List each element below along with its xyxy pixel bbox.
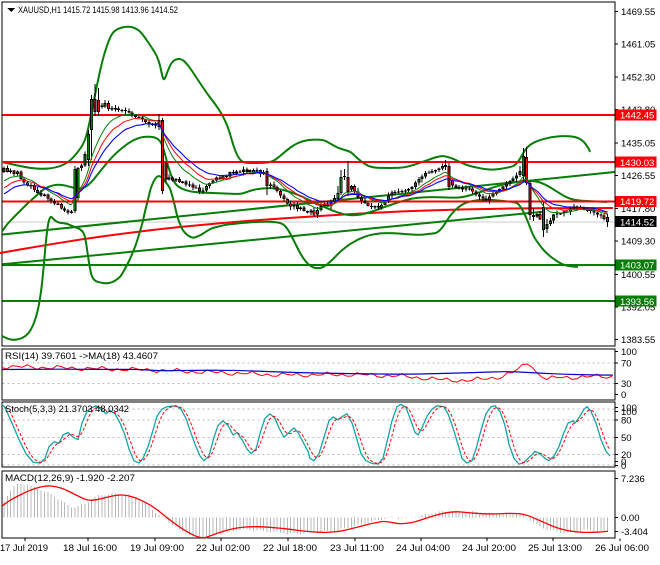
svg-text:22 Jul 02:00: 22 Jul 02:00	[196, 543, 250, 553]
svg-text:0: 0	[621, 461, 626, 472]
svg-text:1417.80: 1417.80	[621, 204, 655, 215]
svg-text:18 Jul 16:00: 18 Jul 16:00	[63, 543, 117, 553]
svg-text:30: 30	[621, 379, 632, 390]
svg-text:1461.05: 1461.05	[621, 39, 655, 50]
svg-text:1435.05: 1435.05	[621, 139, 655, 150]
svg-text:1430.03: 1430.03	[620, 158, 654, 169]
svg-text:50: 50	[621, 433, 632, 444]
svg-text:1452.30: 1452.30	[621, 73, 655, 84]
svg-text:MACD(12,26,9) -1.920 -2.207: MACD(12,26,9) -1.920 -2.207	[5, 473, 135, 483]
svg-text:1414.52: 1414.52	[620, 217, 654, 228]
svg-text:1469.55: 1469.55	[621, 7, 655, 18]
svg-text:25 Jul 13:00: 25 Jul 13:00	[528, 543, 582, 553]
svg-text:23 Jul 11:00: 23 Jul 11:00	[330, 543, 384, 553]
svg-text:80: 80	[621, 416, 632, 427]
svg-text:1442.45: 1442.45	[620, 111, 654, 122]
svg-text:20: 20	[621, 450, 632, 461]
svg-text:26 Jul 06:00: 26 Jul 06:00	[595, 543, 649, 553]
svg-text:1426.55: 1426.55	[621, 171, 655, 182]
svg-text:RSI(14) 39.7601 ->MA(18) 43.4: RSI(14) 39.7601 ->MA(18) 43.4607	[5, 351, 158, 361]
svg-text:17 Jul 2019: 17 Jul 2019	[0, 543, 48, 553]
svg-text:Stoch(5,3,3) 21.3703 48.0342: Stoch(5,3,3) 21.3703 48.0342	[5, 404, 129, 414]
svg-text:1392.05: 1392.05	[621, 302, 655, 313]
svg-text:1403.07: 1403.07	[620, 261, 654, 272]
svg-text:1393.56: 1393.56	[620, 297, 654, 308]
svg-text:0: 0	[621, 390, 626, 401]
svg-text:100: 100	[621, 407, 637, 418]
svg-text:XAUUSD,H1 1415.72 1415.98 141: XAUUSD,H1 1415.72 1415.98 1413.96 1414.5…	[18, 5, 178, 15]
svg-text:1400.55: 1400.55	[621, 270, 655, 281]
svg-text:0.00: 0.00	[621, 513, 640, 524]
svg-text:70: 70	[621, 358, 632, 369]
svg-text:1409.30: 1409.30	[621, 237, 655, 248]
svg-text:19 Jul 09:00: 19 Jul 09:00	[130, 543, 184, 553]
svg-text:-3.404: -3.404	[621, 527, 648, 538]
svg-text:24 Jul 04:00: 24 Jul 04:00	[396, 543, 450, 553]
svg-text:7.236: 7.236	[621, 474, 645, 485]
svg-text:22 Jul 18:00: 22 Jul 18:00	[263, 543, 317, 553]
svg-text:1419.72: 1419.72	[620, 197, 654, 208]
svg-text:24 Jul 20:00: 24 Jul 20:00	[462, 543, 516, 553]
svg-text:1383.55: 1383.55	[621, 335, 655, 346]
svg-text:100: 100	[621, 403, 637, 414]
svg-text:100: 100	[621, 347, 637, 358]
svg-text:0: 0	[621, 457, 626, 468]
